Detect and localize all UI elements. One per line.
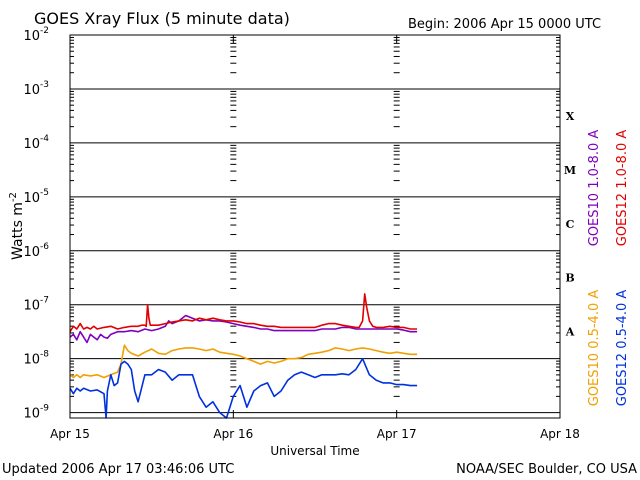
- credit-label: NOAA/SEC Boulder, CO USA: [456, 462, 637, 477]
- flare-class-x: X: [566, 110, 575, 123]
- y-axis-label-exp: -2: [8, 192, 19, 202]
- legend-entry-4: GOES12 0.5-4.0 A: [615, 290, 630, 407]
- flare-class-a: A: [565, 326, 575, 339]
- y-tick-label: 10-9: [23, 404, 49, 422]
- x-tick-label: Apr 17: [377, 427, 417, 441]
- y-tick-label: 10-2: [23, 26, 49, 44]
- legend-entry-3: GOES10 0.5-4.0 A: [587, 290, 602, 407]
- series-line-1: [69, 314, 418, 344]
- series-line-4: [69, 357, 418, 419]
- y-axis-label: Watts m-2: [8, 192, 26, 260]
- svg-text:Watts m-2: Watts m-2: [8, 192, 26, 260]
- minor-ticks: [69, 35, 561, 418]
- y-tick-label: 10-6: [23, 242, 49, 260]
- series-line-2: [69, 293, 418, 333]
- y-tick-label: 10-5: [23, 188, 49, 206]
- plot-frame: [69, 34, 561, 419]
- y-tick-label: 10-3: [23, 80, 49, 98]
- grid-lines: [70, 34, 560, 414]
- y-tick-label: 10-8: [23, 350, 49, 368]
- x-tick-label: Apr 16: [213, 427, 253, 441]
- data-series: [69, 293, 418, 419]
- x-axis-label: Universal Time: [270, 444, 359, 458]
- x-tick-label: Apr 15: [50, 427, 90, 441]
- flare-class-c: C: [566, 218, 575, 231]
- updated-label: Updated 2006 Apr 17 03:46:06 UTC: [2, 462, 234, 477]
- x-tick-label: Apr 18: [540, 427, 580, 441]
- flare-class-b: B: [565, 272, 574, 285]
- y-axis-label-base: Watts m: [10, 202, 26, 260]
- legend: GOES10 1.0-8.0 A GOES12 1.0-8.0 A GOES10 0…: [587, 130, 630, 407]
- begin-label: Begin: 2006 Apr 15 0000 UTC: [408, 17, 601, 32]
- legend-entry-1: GOES10 1.0-8.0 A: [587, 130, 602, 247]
- flare-class-m: M: [564, 164, 576, 177]
- y-tick-label: 10-4: [23, 134, 49, 152]
- flare-class-labels: X M C B A: [564, 110, 576, 339]
- x-tick-labels: Apr 15 Apr 16 Apr 17 Apr 18: [50, 427, 580, 441]
- series-line-3: [69, 344, 418, 379]
- chart-title: GOES Xray Flux (5 minute data): [34, 9, 290, 28]
- y-tick-labels: 10-2 10-3 10-4 10-5 10-6 10-7 10-8 10-9: [23, 26, 49, 422]
- y-tick-label: 10-7: [23, 296, 49, 314]
- legend-entry-2: GOES12 1.0-8.0 A: [615, 130, 630, 247]
